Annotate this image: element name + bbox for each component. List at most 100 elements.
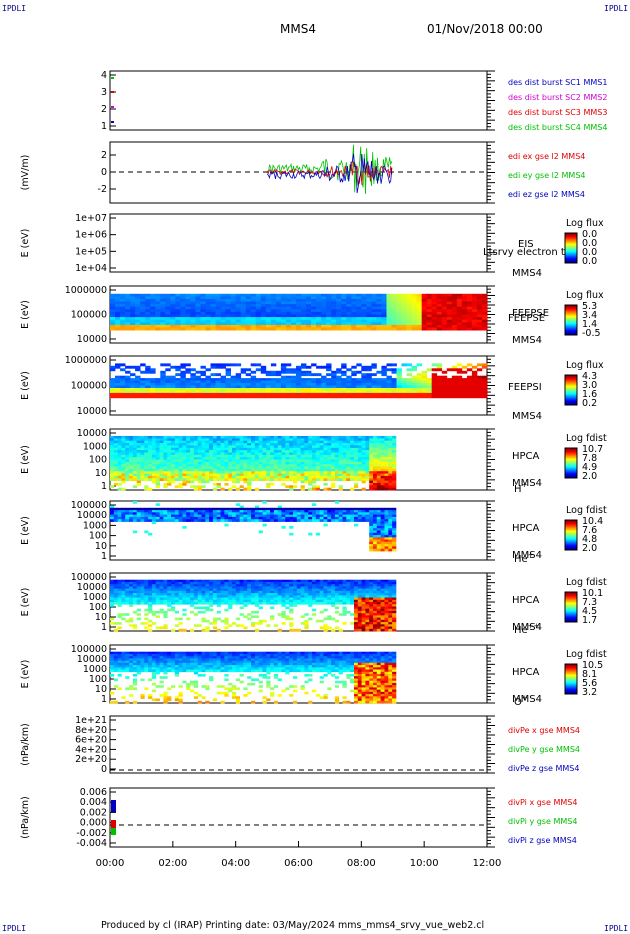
heatmap-cell — [376, 480, 381, 484]
heatmap-cell — [327, 516, 332, 520]
heatmap-cell — [144, 597, 149, 601]
heatmap-cell — [136, 602, 141, 605]
heatmap-cell — [182, 579, 187, 583]
heatmap-cell — [136, 452, 141, 456]
heatmap-cell — [258, 438, 263, 442]
heatmap-cell — [115, 317, 121, 321]
heatmap-cell — [121, 588, 126, 592]
heatmap-cell — [357, 466, 362, 470]
heatmap-cell — [338, 436, 343, 439]
heatmap-cell — [270, 314, 277, 318]
heatmap-cell — [266, 468, 271, 472]
heatmap-cell — [171, 466, 176, 470]
heatmap-cell — [416, 319, 422, 323]
heatmap-cell — [144, 595, 149, 598]
heatmap-cell — [436, 383, 443, 386]
colorbar-title: Log flux — [566, 218, 604, 229]
heatmap-cell — [228, 593, 233, 596]
ytick-label: 10000 — [77, 428, 107, 439]
heatmap-cell — [140, 319, 146, 323]
heatmap-cell — [416, 385, 422, 389]
heatmap-cell — [205, 447, 210, 451]
heatmap-cell — [175, 385, 181, 389]
heatmap-cell — [384, 530, 389, 534]
heatmap-cell — [275, 293, 282, 297]
heatmap-cell — [376, 395, 382, 399]
heatmap-cell — [476, 293, 483, 297]
colorbar-segment — [565, 305, 577, 307]
heatmap-cell — [351, 319, 357, 323]
heatmap-cell — [190, 319, 196, 323]
heatmap-cell — [255, 317, 262, 321]
heatmap-cell — [293, 464, 298, 467]
heatmap-cell — [380, 487, 385, 491]
heatmap-cell — [212, 622, 218, 625]
heatmap-cell — [129, 604, 134, 607]
heatmap-cell — [251, 440, 256, 444]
heatmap-cell — [235, 314, 242, 318]
heatmap-cell — [144, 514, 149, 518]
heatmap-cell — [380, 523, 385, 527]
heatmap-cell — [125, 516, 130, 520]
heatmap-cell — [270, 483, 275, 486]
heatmap-cell — [406, 309, 412, 313]
heatmap-cell — [247, 440, 252, 444]
heatmap-cell — [270, 370, 277, 374]
heatmap-cell — [258, 464, 263, 467]
heatmap-cell — [336, 383, 342, 386]
heatmap-cell — [186, 459, 191, 463]
heatmap-cell — [193, 593, 199, 596]
heatmap-cell — [357, 473, 362, 477]
heatmap-cell — [170, 378, 176, 381]
heatmap-cell — [205, 516, 210, 520]
heatmap-cell — [251, 507, 256, 511]
heatmap-cell — [180, 365, 186, 369]
heatmap-cell — [350, 478, 355, 481]
heatmap-cell — [175, 392, 181, 396]
heatmap-cell — [266, 459, 271, 463]
heatmap-cell — [346, 317, 352, 321]
heatmap-cell — [331, 468, 336, 472]
heatmap-cell — [193, 438, 199, 442]
heatmap-cell — [411, 383, 417, 386]
heatmap-cell — [361, 383, 367, 386]
heatmap-cell — [301, 383, 307, 386]
heatmap-cell — [371, 306, 377, 310]
heatmap-cell — [436, 324, 443, 328]
heatmap-cell — [193, 461, 199, 465]
heatmap-cell — [110, 368, 116, 372]
heatmap-cell — [171, 597, 176, 601]
heatmap-cell — [132, 436, 138, 439]
heatmap-cell — [205, 588, 210, 592]
heatmap-cell — [275, 311, 282, 315]
heatmap-cell — [239, 505, 244, 509]
heatmap-cell — [205, 628, 210, 632]
heatmap-cell — [163, 584, 168, 587]
heatmap-cell — [225, 299, 231, 302]
heatmap-cell — [216, 588, 221, 592]
heatmap-cell — [376, 452, 381, 456]
heatmap-cell — [209, 475, 214, 479]
heatmap-cell — [431, 304, 438, 308]
heatmap-cell — [266, 454, 271, 458]
heatmap-cell — [289, 526, 294, 529]
heatmap-cell — [232, 584, 237, 587]
heatmap-cell — [110, 505, 115, 509]
heatmap-cell — [175, 311, 181, 315]
heatmap-cell — [476, 395, 483, 399]
heatmap-cell — [240, 324, 247, 328]
colorbar-segment — [565, 455, 577, 457]
heatmap-cell — [461, 370, 468, 374]
heatmap-cell — [250, 304, 257, 308]
heatmap-cell — [388, 526, 393, 529]
heatmap-cell — [446, 388, 453, 391]
heatmap-cell — [380, 516, 385, 520]
heatmap-cell — [312, 461, 317, 465]
heatmap-cell — [145, 395, 151, 399]
heatmap-cell — [129, 468, 134, 472]
heatmap-cell — [224, 514, 229, 518]
heatmap-cell — [235, 579, 240, 583]
heatmap-cell — [182, 514, 187, 518]
heatmap-cell — [416, 314, 422, 318]
heatmap-cell — [373, 438, 378, 442]
